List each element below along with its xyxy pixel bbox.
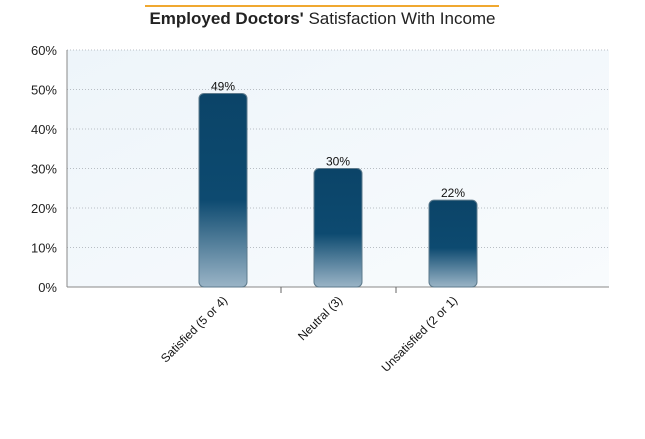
data-label: 30% [326,155,350,169]
bar [428,199,478,288]
y-tick-label: 30% [31,162,57,177]
bar [313,168,363,288]
bar [198,92,248,288]
y-tick-label: 20% [31,201,57,216]
data-label: 22% [441,186,465,200]
y-tick-label: 50% [31,83,57,98]
y-tick-label: 0% [38,280,57,295]
title-accent-line [145,5,499,7]
x-tick-label: Unsatisfied (2 or 1) [379,293,461,375]
x-tick-label: Satisfied (5 or 4) [158,293,230,365]
x-tick-label: Neutral (3) [295,293,345,343]
y-tick-label: 60% [31,43,57,58]
y-tick-label: 40% [31,122,57,137]
data-label: 49% [211,79,235,93]
chart-title: Employed Doctors' Satisfaction With Inco… [0,9,645,29]
y-tick-label: 10% [31,241,57,256]
title-bold: Employed Doctors' [149,9,304,28]
title-rest: Satisfaction With Income [303,9,496,28]
